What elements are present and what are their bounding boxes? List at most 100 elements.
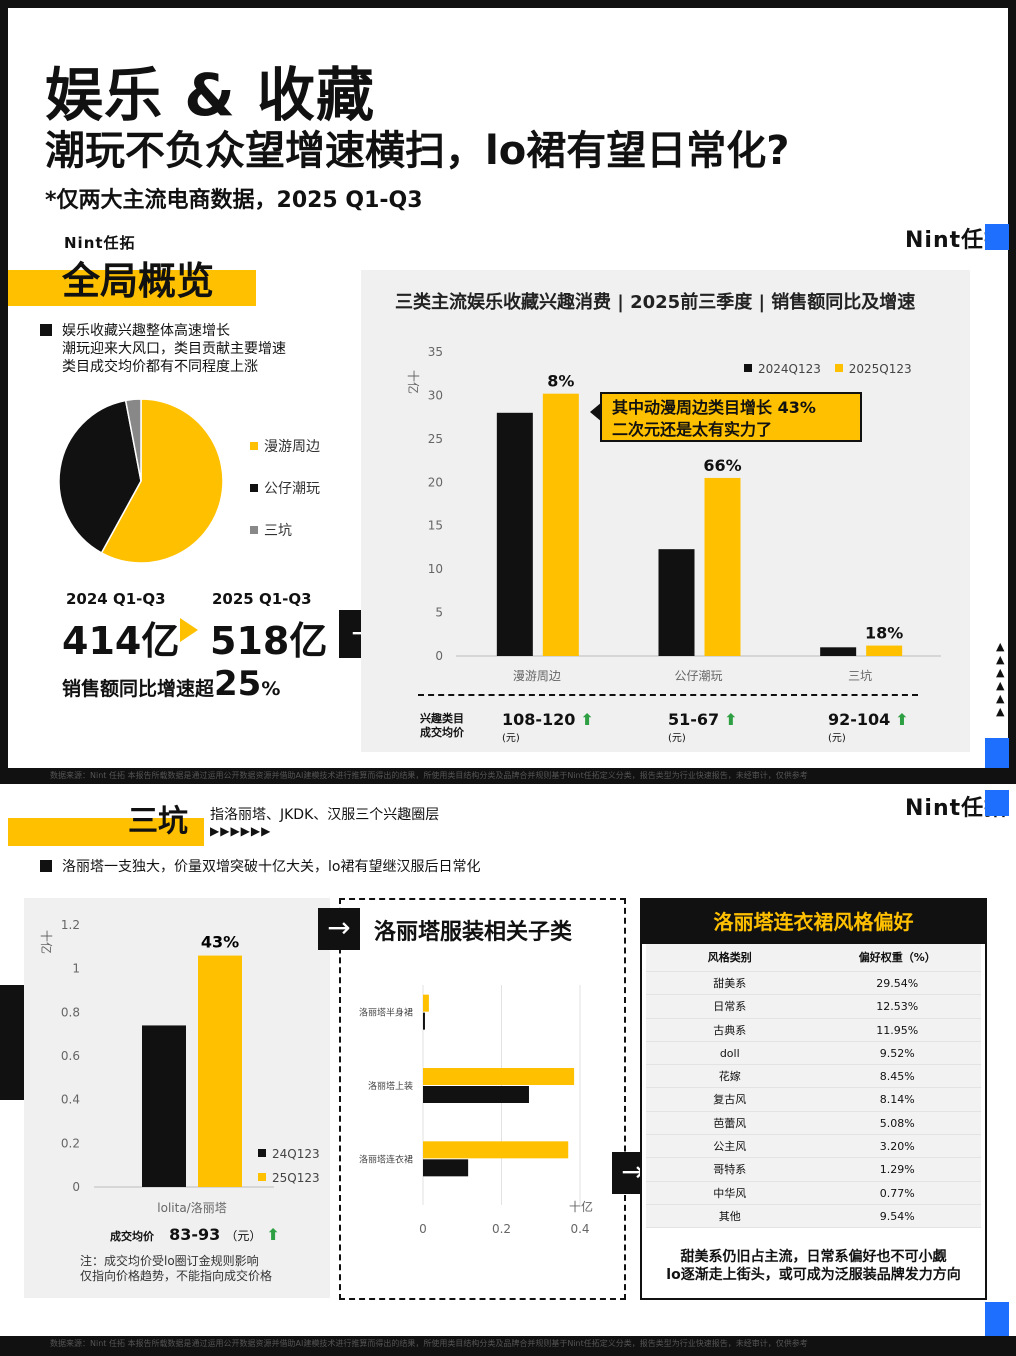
value-2024: 414亿 (62, 619, 180, 663)
share-pie-chart (58, 398, 224, 564)
bar-2025Q123 (542, 393, 579, 656)
table-row: 哥特系 1.29% (646, 1158, 981, 1182)
period-2024: 2024 Q1-Q3 (66, 590, 166, 608)
growth-label: 43% (201, 933, 239, 952)
blue-tab (985, 1302, 1009, 1342)
table-row: 中华风 0.77% (646, 1182, 981, 1205)
x-tick-label: 0.2 (492, 1222, 511, 1236)
y-tick-label: 洛丽塔连衣裙 (359, 1153, 413, 1165)
bar-25Q123 (423, 1141, 569, 1159)
lolita-price: 成交均价 83-93 （元） ⬆ (110, 1225, 280, 1244)
overview-section-title: 全局概览 (62, 259, 215, 303)
growth-label: 66% (703, 456, 741, 475)
bullet-1: 娱乐收藏兴趣整体高速增长 (40, 322, 340, 340)
y-tick-label: 0.2 (61, 1136, 80, 1150)
table-row: doll 9.52% (646, 1042, 981, 1066)
growth-label: 8% (547, 372, 574, 391)
brand-logo-small: Nint任拓 (64, 234, 136, 252)
table-row: 甜美系 29.54% (646, 972, 981, 996)
style-table-card: 洛丽塔连衣裙风格偏好 风格类别 偏好权重（%） 甜美系 29.54% 日常系 12.53… (640, 898, 987, 1300)
table-row: 公主风 3.20% (646, 1135, 981, 1159)
sankeng-section-title: 三坑 (128, 804, 188, 839)
lolita-note: 注：成交均价受lo圈订金规则影响 仅指向价格趋势，不能指向成交价格 (80, 1254, 273, 1283)
page-subtitle: 潮玩不负众望增速横扫，lo裙有望日常化? (45, 128, 790, 174)
main-chart-title: 三类主流娱乐收藏兴趣消费 | 2025前三季度 | 销售额同比及增速 (395, 292, 916, 313)
y-axis-label: 十亿 (406, 370, 421, 394)
subcategory-dashed-box (339, 898, 626, 1300)
legend-item-1: 漫游周边 (250, 436, 320, 478)
legend-item-2: 公仔潮玩 (250, 478, 320, 520)
table-row: 日常系 12.53% (646, 995, 981, 1019)
value-2025: 518亿 (210, 619, 328, 663)
x-tick-label: 三坑 (848, 668, 872, 683)
dashed-divider (418, 694, 918, 696)
price-row-label: 兴趣类目 成交均价 (420, 712, 464, 739)
overview-bullets: 娱乐收藏兴趣整体高速增长 潮玩迎来大风口，类目贡献主要增速 类目成交均价都有不同… (40, 322, 340, 376)
x-tick-label: lolita/洛丽塔 (157, 1200, 226, 1215)
y-axis-label: 十亿 (39, 930, 54, 954)
growth-line: 销售额同比增速超25% (62, 664, 281, 704)
y-tick-label: 0.6 (61, 1049, 80, 1063)
right-frame (1008, 0, 1016, 770)
bar-2024Q123 (496, 412, 533, 656)
style-table-title: 洛丽塔连衣裙风格偏好 (642, 900, 985, 944)
table-row: 复古风 8.14% (646, 1088, 981, 1112)
table-row: 花嫁 8.45% (646, 1065, 981, 1089)
x-tick-label: 0 (419, 1222, 427, 1236)
pie-slice (124, 398, 142, 482)
table-row: 芭蕾风 5.08% (646, 1112, 981, 1136)
main-bar-chart: 0 5 10 15 20 25 30 35 十亿 8% 漫游周边 66% 公仔潮玩 18% 三坑 (406, 345, 941, 683)
price-manyou: 108-120 ⬆ (元) (502, 710, 594, 744)
blue-tab (985, 790, 1009, 816)
main-legend: 2024Q123 2025Q123 (744, 362, 912, 376)
bar-24Q123 (423, 1012, 425, 1030)
bar-2024Q123 (820, 647, 857, 656)
y-tick-label: 10 (428, 562, 443, 576)
y-tick-label: 0 (435, 649, 443, 663)
main-chart-panel (361, 270, 970, 752)
bar-2025Q123 (704, 477, 741, 656)
subcategory-title: 洛丽塔服装相关子类 (374, 920, 573, 945)
legend-item-3: 三坑 (250, 520, 320, 540)
style-table-conclusion: 甜美系仍旧占主流，日常系偏好也不可小觑 lo逐渐走上街头，或可成为泛服装品牌发力… (666, 1249, 961, 1284)
left-black-tab (0, 985, 24, 1100)
bar-25Q123 (423, 1068, 575, 1085)
y-tick-label: 15 (428, 519, 443, 533)
y-tick-label: 洛丽塔半身裙 (359, 1007, 413, 1019)
increase-triangle-icon (180, 618, 198, 642)
table-row: 其他 9.54% (646, 1205, 981, 1229)
top-frame (0, 0, 1016, 8)
pie-legend: 漫游周边 公仔潮玩 三坑 (250, 436, 320, 540)
x-tick-label: 漫游周边 (513, 669, 561, 683)
section-highlight-2 (8, 818, 204, 846)
sankeng-triangles: ▶▶▶▶▶▶ (210, 824, 272, 838)
y-tick-label: 5 (435, 606, 443, 620)
data-scope-note: *仅两大主流电商数据，2025 Q1-Q3 (45, 188, 423, 213)
bar-24Q123 (142, 1025, 186, 1187)
table-header: 风格类别 偏好权重（%） (646, 944, 981, 972)
x-axis-label: 十亿 (569, 1199, 593, 1214)
bar-24Q123 (423, 1086, 529, 1103)
footer-disclaimer: 数据来源：Nint 任拓 本报告所载数据是通过运用公开数据资源并借助AI建模技术… (0, 768, 1016, 784)
price-sankeng: 92-104 ⬆ (元) (828, 710, 909, 744)
y-tick-label: 25 (428, 432, 443, 446)
arrow-right-icon: → (318, 908, 360, 950)
lolita-bar-chart: 0 0.2 0.4 0.6 0.8 1 1.2 十亿 43% lolita/洛丽塔 (39, 918, 274, 1215)
x-tick-label: 公仔潮玩 (674, 668, 722, 683)
callout-pointer (590, 402, 602, 422)
page-title: 娱乐 & 收藏 (45, 61, 375, 129)
y-tick-label: 0.8 (61, 1005, 80, 1019)
blue-tab (985, 224, 1009, 250)
callout-box: 其中动漫周边类目增长 43% 二次元还是太有实力了 (600, 392, 862, 442)
y-tick-label: 洛丽塔上装 (368, 1080, 413, 1092)
bullet-square (40, 324, 52, 336)
footer-disclaimer-bottom: 数据来源：Nint 任拓 本报告所载数据是通过运用公开数据资源并借助AI建模技术… (0, 1336, 1016, 1356)
bar-2025Q123 (866, 645, 903, 656)
y-tick-label: 1 (72, 962, 80, 976)
bar-25Q123 (198, 955, 242, 1187)
bullet-2: 潮玩迎来大风口，类目贡献主要增速 (62, 341, 286, 357)
y-tick-label: 0.4 (61, 1093, 80, 1107)
bar-25Q123 (423, 994, 429, 1012)
y-tick-label: 0 (72, 1180, 80, 1194)
